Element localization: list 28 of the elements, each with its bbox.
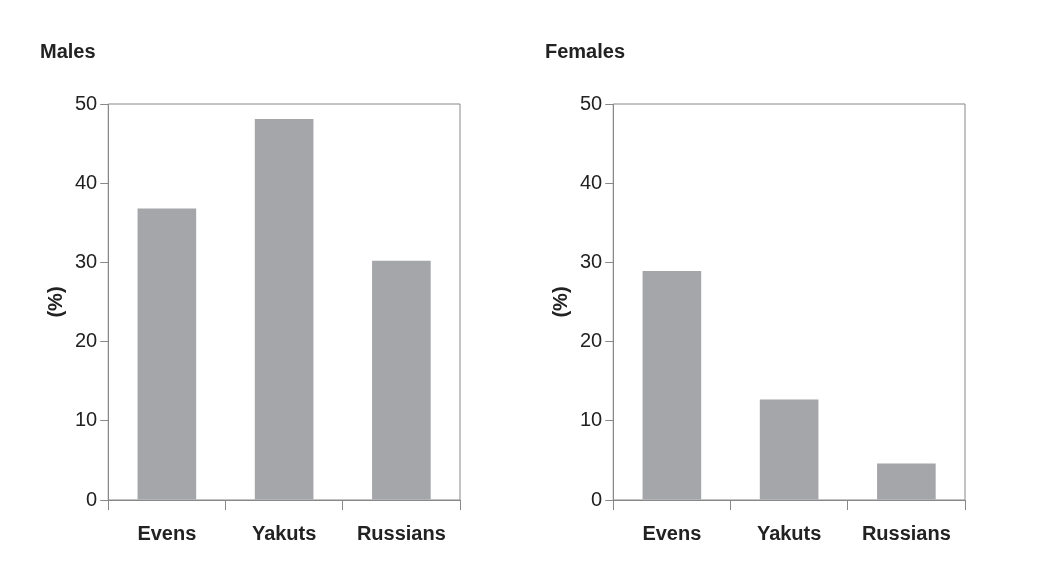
y-tick-label: 0 (86, 487, 98, 510)
bar (254, 119, 314, 500)
bar (372, 260, 431, 500)
chart-title: Males (40, 39, 96, 62)
y-tick-label: 30 (580, 249, 603, 272)
x-tick-label: Russians (356, 521, 446, 544)
y-tick-label: 0 (591, 487, 603, 510)
bar (137, 208, 197, 500)
chart-title: Females (545, 39, 626, 62)
y-tick-label: 50 (580, 91, 603, 114)
y-tick-label: 30 (75, 249, 98, 272)
y-tick-label: 10 (580, 408, 603, 431)
y-tick-label: 20 (580, 329, 603, 352)
x-tick-label: Evens (642, 521, 702, 544)
y-axis-title: (%) (43, 286, 66, 318)
bar (642, 271, 702, 500)
bar (877, 463, 936, 500)
y-tick-label: 20 (75, 329, 98, 352)
y-tick-label: 40 (580, 170, 603, 193)
y-axis-title: (%) (548, 286, 571, 318)
x-tick-label: Yakuts (756, 521, 822, 544)
y-tick-label: 40 (75, 170, 98, 193)
x-tick-label: Yakuts (251, 521, 317, 544)
y-tick-label: 10 (75, 408, 98, 431)
y-tick-label: 50 (75, 91, 98, 114)
x-tick-label: Russians (861, 521, 951, 544)
x-tick-label: Evens (137, 521, 197, 544)
bar (759, 399, 819, 500)
